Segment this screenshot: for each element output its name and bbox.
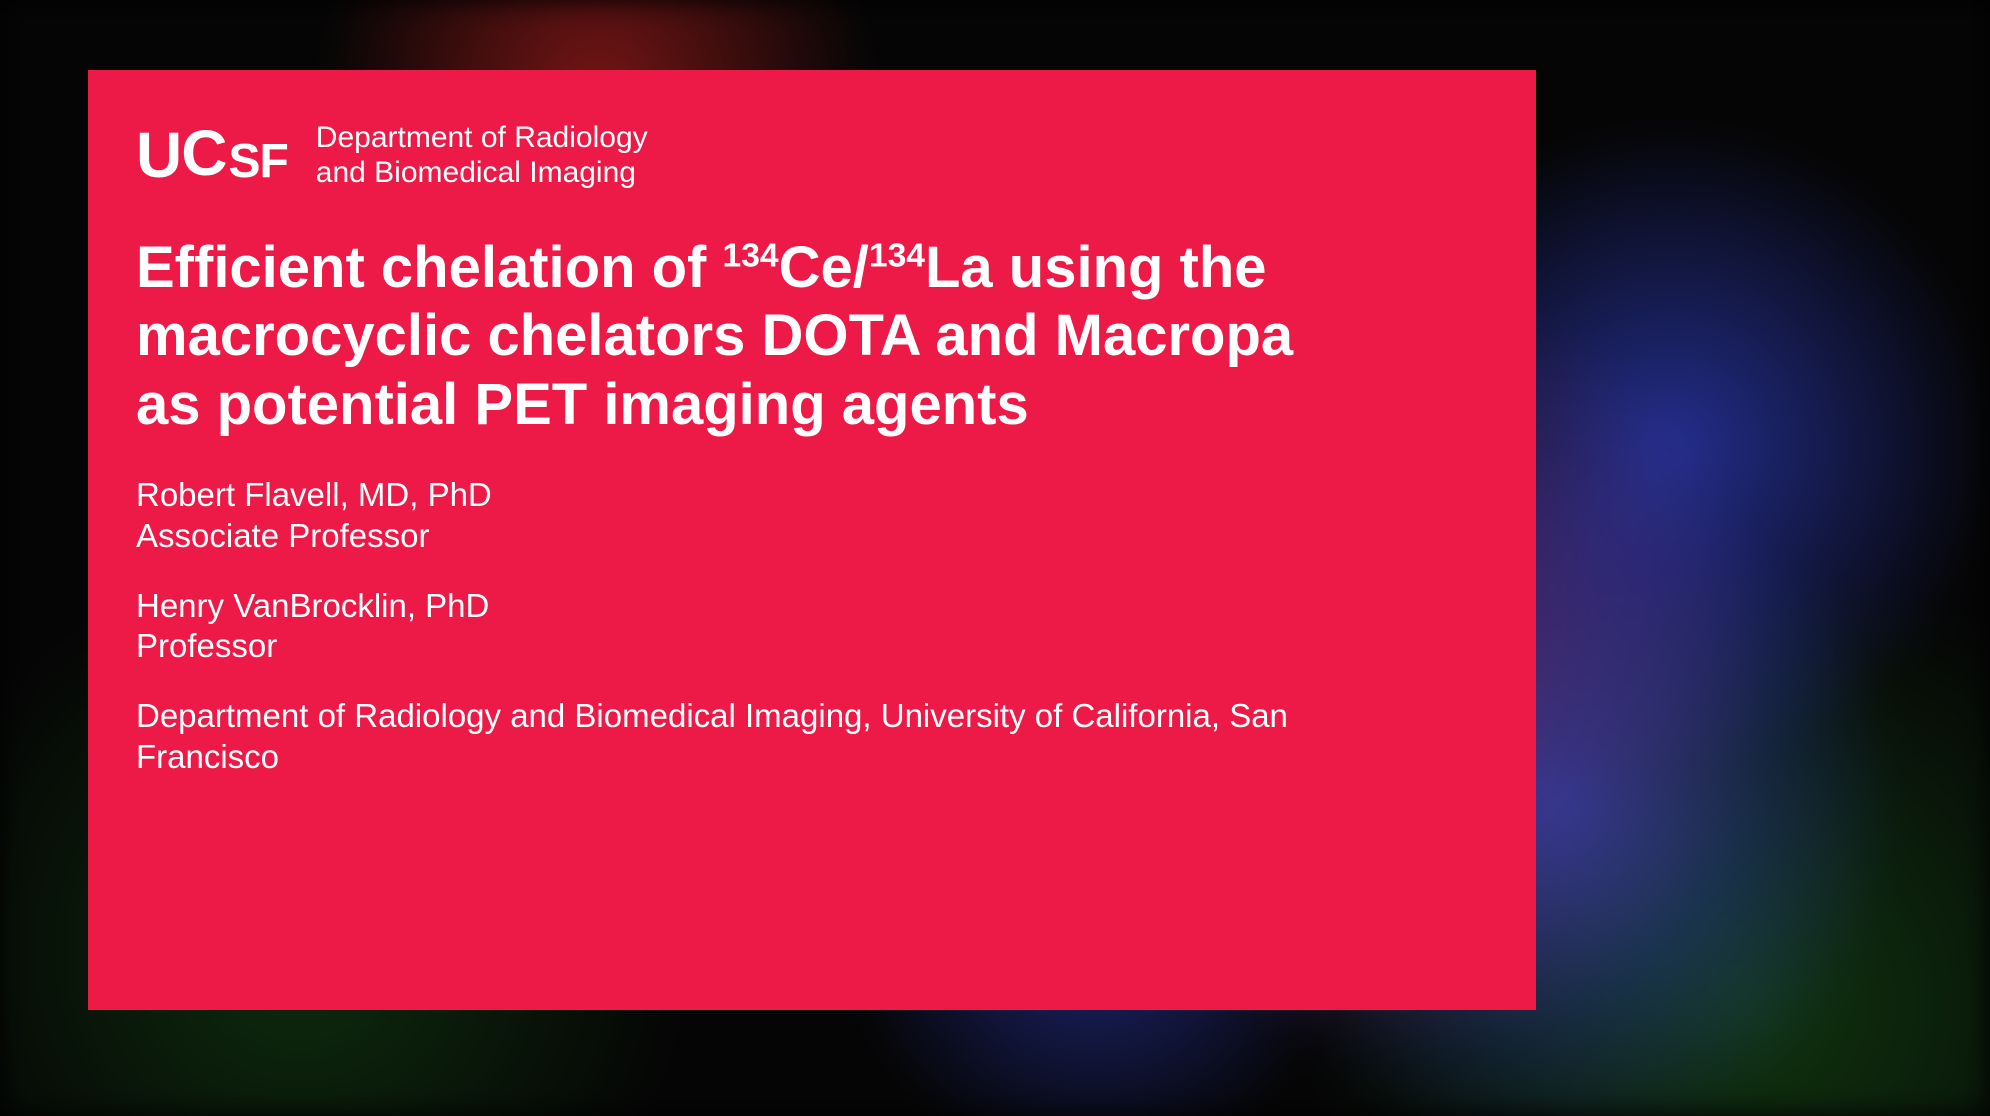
person-role: Professor <box>136 626 1488 666</box>
person-name: Robert Flavell, MD, PhD <box>136 475 1488 515</box>
department-name: Department of Radiology and Biomedical I… <box>316 120 648 191</box>
slide-title: Efficient chelation of 134Ce/134La using… <box>136 234 1488 439</box>
ucsf-logo: UCSF <box>136 118 288 192</box>
title-line: macrocyclic chelators DOTA and Macropa <box>136 302 1488 370</box>
title-panel: UCSF Department of Radiology and Biomedi… <box>88 70 1536 1010</box>
person-name: Henry VanBrocklin, PhD <box>136 586 1488 626</box>
department-line: and Biomedical Imaging <box>316 155 648 190</box>
person: Robert Flavell, MD, PhD Associate Profes… <box>136 475 1488 556</box>
person: Henry VanBrocklin, PhD Professor <box>136 586 1488 667</box>
header-row: UCSF Department of Radiology and Biomedi… <box>136 118 1488 192</box>
isotope-superscript: 134 <box>869 238 925 275</box>
author-block: Robert Flavell, MD, PhD Associate Profes… <box>136 475 1488 777</box>
title-text: Efficient chelation of <box>136 235 723 300</box>
isotope-superscript: 134 <box>723 238 779 275</box>
affiliation: Department of Radiology and Biomedical I… <box>136 696 1488 777</box>
title-text: Ce/ <box>779 235 869 300</box>
title-line: as potential PET imaging agents <box>136 371 1488 439</box>
title-text: La using the <box>925 235 1267 300</box>
slide: UCSF Department of Radiology and Biomedi… <box>0 0 1990 1116</box>
title-line: Efficient chelation of 134Ce/134La using… <box>136 234 1488 302</box>
affiliation-line: Francisco <box>136 737 1488 777</box>
person-role: Associate Professor <box>136 516 1488 556</box>
affiliation-line: Department of Radiology and Biomedical I… <box>136 696 1488 736</box>
department-line: Department of Radiology <box>316 120 648 155</box>
